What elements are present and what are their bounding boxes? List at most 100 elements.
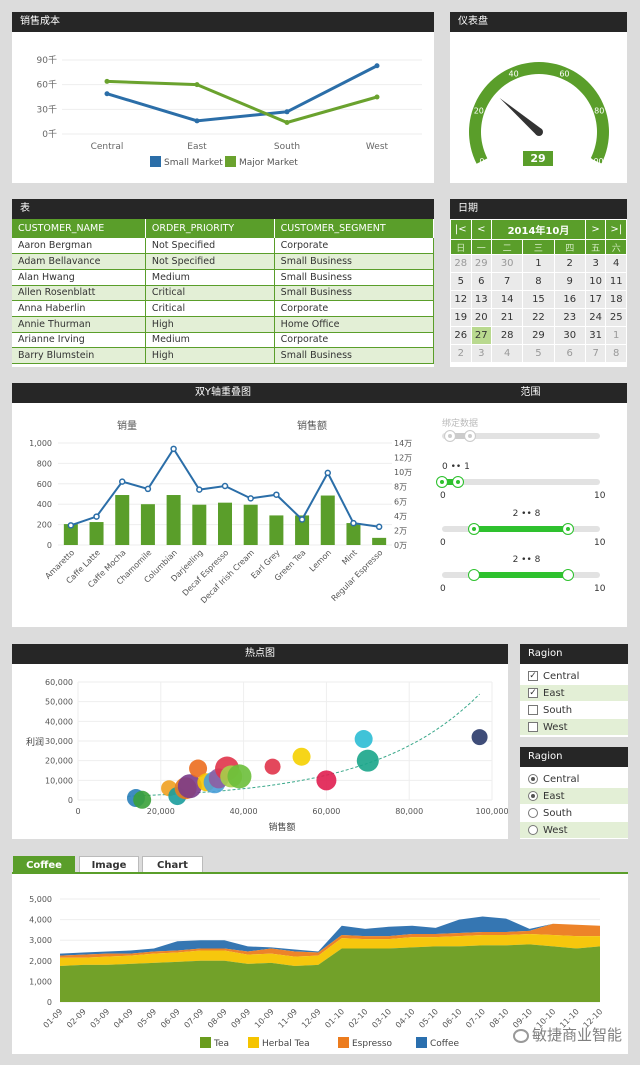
region-radio-item[interactable]: Central (520, 771, 628, 788)
calendar-day[interactable]: 2 (553, 254, 586, 273)
checkbox-icon[interactable] (528, 722, 538, 732)
calendar-day[interactable]: 1 (605, 326, 627, 345)
region-radio-item[interactable]: East (520, 788, 628, 805)
region-checkbox-item[interactable]: ✓ Central (520, 668, 628, 685)
x-tick-label: Regular Espresso (330, 548, 385, 603)
radio-icon[interactable] (528, 808, 538, 818)
calendar-day[interactable]: 3 (584, 254, 607, 273)
calendar-day[interactable]: 25 (605, 308, 627, 327)
calendar-day[interactable]: 13 (470, 290, 493, 309)
slider-handle[interactable] (436, 476, 448, 488)
prev-month-button[interactable]: < (470, 219, 493, 240)
calendar-day[interactable]: 26 (450, 326, 472, 345)
slider-track[interactable] (442, 479, 600, 485)
tab-image[interactable]: Image (79, 856, 139, 873)
table-cell: Small Business (274, 269, 435, 286)
calendar-day[interactable]: 6 (470, 272, 493, 291)
calendar-day[interactable]: 27 (470, 326, 493, 345)
region-radio-item[interactable]: South (520, 805, 628, 822)
calendar-day[interactable]: 29 (522, 326, 555, 345)
calendar-day[interactable]: 4 (491, 344, 524, 363)
table-row[interactable]: Arianne Irving Medium Corporate (12, 332, 435, 349)
calendar-day[interactable]: 22 (522, 308, 555, 327)
table-cell: Corporate (274, 300, 435, 317)
next-month-button[interactable]: > (584, 219, 607, 240)
region-checkbox-item[interactable]: South (520, 702, 628, 719)
legend-swatch (416, 1037, 427, 1048)
radio-icon[interactable] (528, 791, 538, 801)
slider-handle[interactable] (443, 430, 456, 442)
dual-axis-title: 双Y轴重叠图 (12, 383, 434, 403)
tab-coffee[interactable]: Coffee (13, 856, 75, 873)
calendar-day[interactable]: 29 (470, 254, 493, 273)
slider-handle[interactable] (562, 523, 575, 535)
slider-handle[interactable] (464, 430, 477, 442)
calendar-day[interactable]: 28 (491, 326, 524, 345)
radio-icon[interactable] (528, 825, 538, 835)
slider-handle[interactable] (467, 523, 480, 535)
calendar-day[interactable]: 9 (553, 272, 586, 291)
calendar-day[interactable]: 18 (605, 290, 627, 309)
calendar-day[interactable]: 31 (584, 326, 607, 345)
calendar-day[interactable]: 7 (584, 344, 607, 363)
table-cell: Adam Bellavance (12, 253, 146, 270)
slider-value-label: 2 •• 8 (512, 509, 541, 519)
calendar-day[interactable]: 30 (491, 254, 524, 273)
calendar-day[interactable]: 15 (522, 290, 555, 309)
table-row[interactable]: Adam Bellavance Not Specified Small Busine… (12, 253, 435, 270)
x-tick-label: 60,000 (312, 807, 340, 816)
calendar-day[interactable]: 28 (450, 254, 472, 273)
gauge-tick-label: 60 (559, 69, 569, 78)
calendar-day[interactable]: 20 (470, 308, 493, 327)
calendar-day[interactable]: 23 (553, 308, 586, 327)
region-checkbox-item[interactable]: West (520, 719, 628, 736)
table-row[interactable]: Aaron Bergman Not Specified Corporate (12, 238, 435, 255)
calendar-day[interactable]: 4 (605, 254, 627, 273)
checkbox-icon[interactable]: ✓ (528, 688, 538, 698)
table-row[interactable]: Annie Thurman High Home Office (12, 316, 435, 333)
calendar-day[interactable]: 11 (605, 272, 627, 291)
calendar-day[interactable]: 19 (450, 308, 472, 327)
y-tick-label: 0千 (42, 129, 57, 140)
y-tick-label: 10,000 (45, 776, 73, 785)
tab-chart[interactable]: Chart (142, 856, 203, 873)
calendar-day[interactable]: 5 (522, 344, 555, 363)
calendar-day[interactable]: 30 (553, 326, 586, 345)
calendar-day[interactable]: 17 (584, 290, 607, 309)
calendar-day[interactable]: 10 (584, 272, 607, 291)
calendar-day[interactable]: 2 (450, 344, 472, 363)
calendar-day[interactable]: 3 (470, 344, 493, 363)
calendar-day[interactable]: 8 (605, 344, 627, 363)
calendar-day[interactable]: 1 (522, 254, 555, 273)
calendar-day[interactable]: 5 (450, 272, 472, 291)
slider-handle[interactable] (467, 569, 480, 581)
slider-handle[interactable] (451, 476, 464, 488)
slider-track[interactable] (442, 433, 600, 439)
checkbox-icon[interactable]: ✓ (528, 671, 538, 681)
checkbox-icon[interactable] (528, 705, 538, 715)
table-row[interactable]: Barry Blumstein High Small Business (12, 347, 435, 364)
region-checkbox-item[interactable]: ✓ East (520, 685, 628, 702)
calendar-day[interactable]: 7 (491, 272, 524, 291)
calendar-day[interactable]: 14 (491, 290, 524, 309)
table-row[interactable]: Alan Hwang Medium Small Business (12, 269, 435, 286)
trend-line (127, 693, 480, 797)
table-row[interactable]: Anna Haberlin Critical Corporate (12, 300, 435, 317)
column-header: CUSTOMER_SEGMENT (274, 219, 435, 238)
slider-value-label: 2 •• 8 (512, 555, 541, 565)
calendar-day[interactable]: 21 (491, 308, 524, 327)
region-radio-item[interactable]: West (520, 822, 628, 839)
sales-point (144, 485, 152, 493)
calendar-day[interactable]: 12 (450, 290, 472, 309)
calendar-day[interactable]: 6 (553, 344, 586, 363)
radio-icon[interactable] (528, 774, 538, 784)
slider-handle[interactable] (562, 569, 575, 581)
slider-min: 0 (440, 491, 446, 501)
calendar-day[interactable]: 8 (522, 272, 555, 291)
bar (295, 515, 310, 545)
first-month-button[interactable]: |< (450, 219, 472, 240)
last-month-button[interactable]: >| (605, 219, 627, 240)
calendar-day[interactable]: 16 (553, 290, 586, 309)
calendar-day[interactable]: 24 (584, 308, 607, 327)
table-row[interactable]: Allen Rosenblatt Critical Small Business (12, 285, 435, 302)
